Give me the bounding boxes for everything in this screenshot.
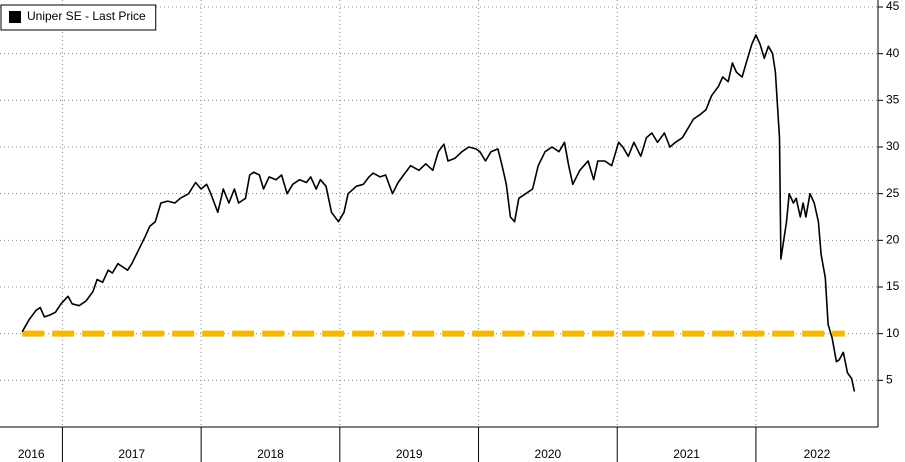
y-tick-label: 40	[886, 46, 900, 60]
legend: Uniper SE - Last Price	[0, 4, 157, 31]
price-line	[21, 34, 856, 392]
x-tick-label: 2019	[396, 447, 423, 461]
legend-box	[0, 4, 157, 31]
y-tick-label: 5	[886, 373, 893, 387]
legend-swatch	[9, 11, 21, 23]
y-tick-label: 45	[886, 0, 900, 13]
y-tick-label: 25	[886, 186, 900, 200]
y-tick-label: 35	[886, 93, 900, 107]
x-tick-label: 2018	[257, 447, 284, 461]
y-tick-label: 15	[886, 279, 900, 293]
y-tick-label: 30	[886, 139, 900, 153]
y-tick-label: 10	[886, 326, 900, 340]
x-tick-label: 2017	[118, 447, 145, 461]
x-tick-label: 2020	[535, 447, 562, 461]
x-tick-label: 2021	[673, 447, 700, 461]
y-tick-label: 20	[886, 233, 900, 247]
x-tick-label: 2022	[804, 447, 831, 461]
legend-label: Uniper SE - Last Price	[27, 9, 146, 23]
x-tick-label: 2016	[18, 447, 45, 461]
